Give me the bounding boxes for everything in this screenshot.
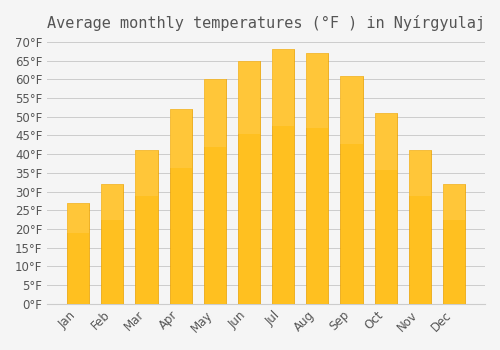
Bar (170, 109, 192, 304)
Bar (374, 113, 397, 170)
Bar (443, 184, 465, 220)
Bar (102, 184, 124, 304)
Bar (102, 184, 124, 220)
Bar (170, 109, 192, 168)
Bar (136, 150, 158, 196)
Bar (67, 203, 90, 304)
Bar (272, 49, 294, 126)
Bar (204, 79, 226, 147)
Bar (238, 61, 260, 304)
Bar (306, 53, 328, 128)
Bar (272, 49, 294, 304)
Title: Average monthly temperatures (°F ) in Nyírgyulaj: Average monthly temperatures (°F ) in Ny… (47, 15, 485, 31)
Bar (408, 150, 431, 196)
Bar (340, 76, 362, 144)
Bar (136, 150, 158, 304)
Bar (204, 79, 226, 304)
Bar (374, 113, 397, 304)
Bar (306, 53, 328, 304)
Bar (408, 150, 431, 304)
Bar (238, 61, 260, 134)
Bar (340, 76, 362, 304)
Bar (67, 203, 90, 233)
Bar (443, 184, 465, 304)
